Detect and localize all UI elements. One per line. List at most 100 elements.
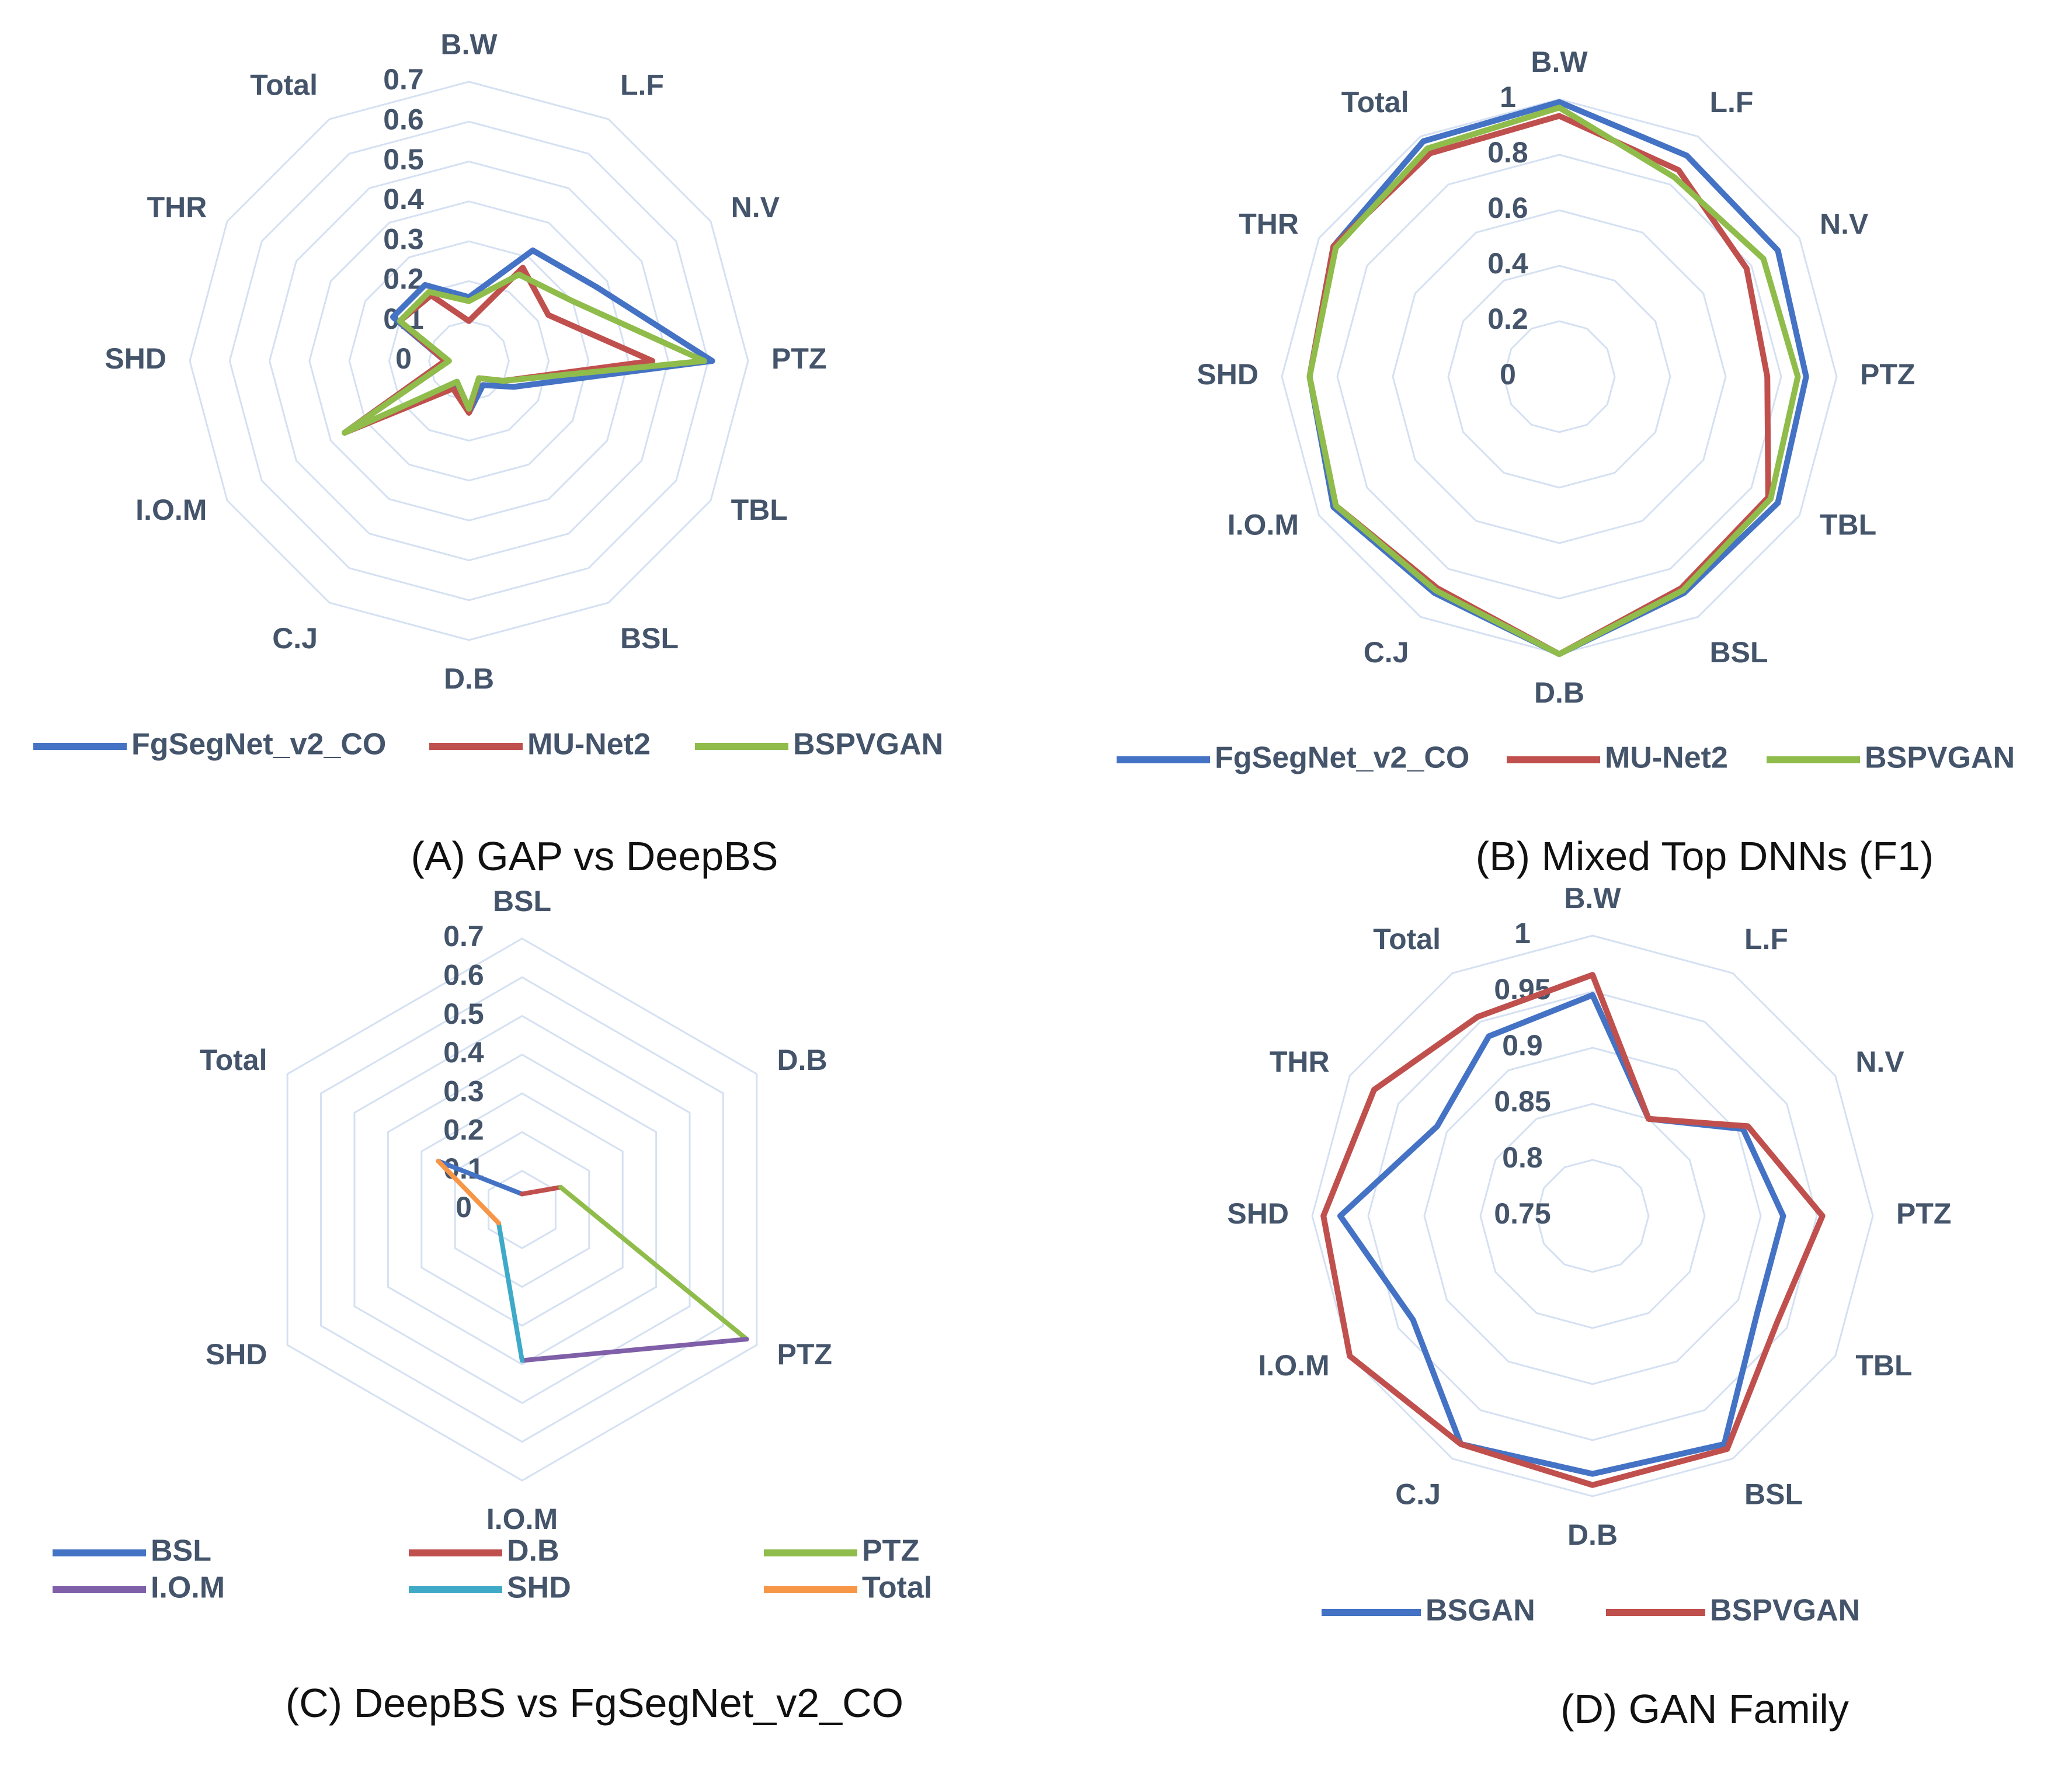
radial-tick-label: 1: [1500, 81, 1516, 113]
radial-tick-label: 0.3: [443, 1075, 484, 1107]
axis-label: THR: [1239, 208, 1299, 241]
axis-label: SHD: [105, 342, 166, 375]
axis-label: B.W: [1531, 46, 1588, 78]
series-segment-total: [436, 1159, 501, 1226]
axis-label: PTZ: [777, 1338, 832, 1371]
radial-tick-label: 0.3: [383, 223, 424, 255]
axis-label: I.O.M: [1258, 1349, 1329, 1382]
grid-ring: [420, 1092, 624, 1327]
radial-tick-label: 0.1: [443, 1152, 484, 1185]
grid-ring: [269, 161, 669, 561]
grid-ring: [1503, 320, 1616, 433]
legend: FgSegNet_v2_CO MU-Net2 BSPVGAN: [33, 728, 943, 762]
axis-label: PTZ: [1896, 1197, 1951, 1230]
axis-label: TBL: [1820, 509, 1876, 541]
grid-ring: [1336, 154, 1782, 600]
axis-label: Total: [250, 69, 318, 102]
legend-label: SHD: [507, 1571, 571, 1605]
radial-tick-label: 0: [1500, 358, 1516, 391]
axis-label: D.B: [777, 1044, 827, 1076]
axis-label: THR: [1270, 1045, 1330, 1078]
grid-ring: [1367, 990, 1818, 1441]
radar-chart-a: 00.10.20.30.40.50.60.7B.WL.FN.VPTZTBLBSL…: [33, 28, 943, 879]
legend: BSGAN BSPVGAN: [1322, 1594, 1860, 1628]
radial-tick-label: 0.5: [443, 998, 484, 1030]
axis-label: PTZ: [1860, 358, 1915, 391]
axis-label: BSL: [1710, 636, 1768, 669]
axis-label: BSL: [1744, 1478, 1803, 1511]
radial-tick-label: 0.6: [443, 958, 484, 991]
radial-tick-label: 0.7: [383, 63, 424, 96]
radial-tick-label: 0.4: [383, 183, 424, 216]
axis-label: PTZ: [771, 342, 826, 375]
grid-ring: [1479, 1103, 1706, 1329]
series-segment-bsl: [436, 1159, 524, 1197]
axis-label: C.J: [1395, 1478, 1441, 1511]
legend-label: BSPVGAN: [1710, 1594, 1860, 1628]
axis-label: I.O.M: [135, 493, 207, 526]
radial-tick-label: 0.5: [383, 143, 424, 176]
series-line-bspvgan: [1320, 972, 1826, 1488]
series-line-bspvgan: [342, 272, 707, 436]
axis-label: BSL: [620, 622, 679, 655]
legend-label: MU-Net2: [527, 728, 651, 762]
grid-ring: [320, 976, 724, 1443]
axis-label: N.V: [1820, 208, 1869, 241]
radial-tick-label: 0.9: [1502, 1029, 1543, 1062]
legend-label: BSPVGAN: [793, 728, 943, 762]
legend-label: BSL: [151, 1534, 211, 1568]
radial-tick-label: 0.75: [1494, 1197, 1550, 1230]
radial-tick-label: 0.4: [443, 1036, 484, 1069]
radial-tick-label: 0: [456, 1191, 472, 1224]
series-segment-shd: [496, 1221, 524, 1363]
radial-tick-label: 0.8: [1502, 1141, 1543, 1174]
grid-ring: [228, 120, 710, 602]
axis-label: I.O.M: [1228, 509, 1299, 541]
grid-ring: [1392, 209, 1727, 544]
radial-tick-label: 0.6: [1487, 192, 1528, 224]
radial-tick-label: 0.7: [443, 920, 484, 953]
axis-label: SHD: [1197, 358, 1259, 391]
axis-label: L.F: [620, 69, 664, 102]
radial-tick-label: 0.6: [383, 103, 424, 135]
series-line-bspvgan: [1306, 105, 1801, 657]
legend-label: FgSegNet_v2_CO: [1215, 741, 1469, 775]
axis-label: D.B: [1534, 676, 1584, 709]
axis-label: BSL: [493, 885, 551, 917]
radar-chart-c: 0 0.1 0.2 0.3 0.4 0.5 0.6 0.7 BSL D.B PTZ I.O.M SHD T…: [53, 885, 932, 1726]
legend-label: PTZ: [862, 1534, 919, 1568]
legend-label: MU-Net2: [1605, 741, 1728, 775]
radial-tick-label: 0.4: [1487, 247, 1528, 280]
axis-label: N.V: [731, 191, 780, 224]
legend-label: I.O.M: [151, 1571, 225, 1605]
axis-label: TBL: [731, 493, 788, 526]
grid-ring: [286, 937, 758, 1482]
axis-label: SHD: [1227, 1197, 1289, 1230]
axis-label: C.J: [272, 622, 318, 655]
axis-label: Total: [200, 1044, 267, 1076]
legend-label: BSPVGAN: [1865, 741, 2015, 775]
legend-label: Total: [862, 1571, 932, 1605]
grid-ring: [1311, 934, 1874, 1497]
axis-label: I.O.M: [486, 1503, 558, 1535]
legend: FgSegNet_v2_CO MU-Net2 BSPVGAN: [1117, 741, 2015, 775]
radial-tick-label: 0: [395, 342, 412, 375]
legend-label: BSGAN: [1426, 1594, 1535, 1628]
grid-ring: [353, 1014, 691, 1405]
axis-label: B.W: [1564, 882, 1621, 915]
chart-caption: (B) Mixed Top DNNs (F1): [1476, 833, 1934, 879]
chart-caption: (D) GAN Family: [1560, 1686, 1849, 1732]
axis-label: L.F: [1744, 923, 1788, 955]
axis-label: D.B: [1567, 1518, 1618, 1551]
grid-ring: [308, 200, 630, 522]
axis-label: C.J: [1364, 636, 1409, 669]
axis-label: SHD: [206, 1338, 267, 1371]
grid-ring: [1423, 1047, 1762, 1385]
radial-tick-label: 0.2: [1487, 303, 1528, 335]
axis-label: Total: [1341, 86, 1409, 119]
grid-ring: [1535, 1159, 1650, 1273]
radar-chart-d: 0.750.80.850.90.951B.WL.FN.VPTZTBLBSLD.B…: [1227, 882, 1951, 1732]
grid-ring: [387, 1054, 658, 1365]
